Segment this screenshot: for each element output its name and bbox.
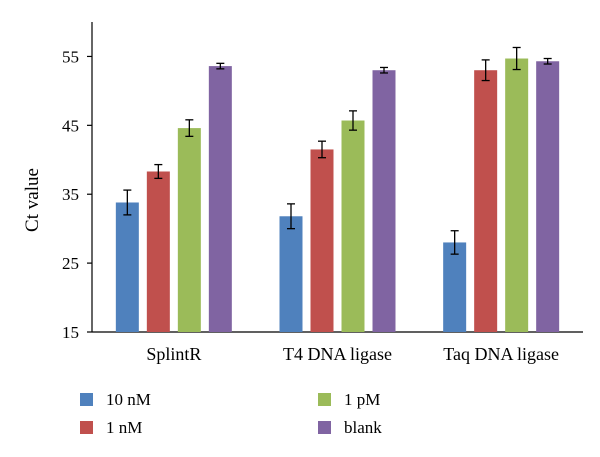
legend-label: blank — [344, 418, 382, 437]
bars — [115, 46, 560, 333]
legend-swatch — [318, 393, 331, 406]
y-tick-label: 35 — [62, 185, 79, 204]
y-tick-label: 45 — [62, 116, 79, 135]
bar-10-nm-t4-dna-ligase — [279, 216, 303, 332]
legend: 10 nM 1 nM 1 pM blank — [80, 390, 382, 437]
bar-blank-taq-dna-ligase — [536, 61, 560, 333]
bar-blank-t4-dna-ligase — [372, 70, 396, 332]
category-labels: SplintR T4 DNA ligase Taq DNA ligase — [146, 344, 559, 364]
bar-1-nm-splintr — [146, 171, 170, 332]
y-tick-label: 55 — [62, 47, 79, 66]
legend-label: 1 nM — [106, 418, 142, 437]
bar-1-nm-taq-dna-ligase — [474, 70, 498, 332]
bar-blank-splintr — [208, 66, 232, 332]
legend-swatch — [80, 393, 93, 406]
bar-10-nm-splintr — [115, 202, 139, 332]
legend-label: 10 nM — [106, 390, 151, 409]
bar-1-pm-t4-dna-ligase — [341, 120, 365, 332]
legend-label: 1 pM — [344, 390, 380, 409]
y-axis-label: Ct value — [22, 168, 43, 232]
legend-swatch — [318, 421, 331, 434]
bar-1-nm-t4-dna-ligase — [310, 149, 334, 332]
category-label: SplintR — [146, 344, 201, 364]
legend-swatch — [80, 421, 93, 434]
y-tick-label: 15 — [62, 323, 79, 342]
category-label: Taq DNA ligase — [443, 344, 559, 364]
bar-10-nm-taq-dna-ligase — [443, 242, 467, 332]
y-ticks: 15 25 35 45 55 — [62, 47, 92, 342]
category-label: T4 DNA ligase — [283, 344, 392, 364]
bar-1-pm-splintr — [177, 128, 201, 332]
y-tick-label: 25 — [62, 254, 79, 273]
bar-1-pm-taq-dna-ligase — [505, 58, 529, 333]
